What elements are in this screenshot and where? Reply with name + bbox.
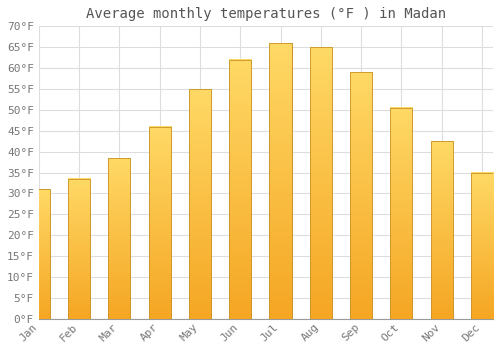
Bar: [471, 173, 493, 319]
Bar: [270, 43, 291, 319]
Bar: [108, 158, 130, 319]
Bar: [68, 179, 90, 319]
Bar: [430, 141, 453, 319]
Bar: [430, 141, 453, 319]
Bar: [28, 189, 50, 319]
Bar: [28, 189, 50, 319]
Bar: [148, 127, 171, 319]
Bar: [390, 108, 412, 319]
Bar: [189, 89, 211, 319]
Bar: [350, 72, 372, 319]
Bar: [270, 43, 291, 319]
Bar: [229, 60, 252, 319]
Bar: [310, 47, 332, 319]
Bar: [390, 108, 412, 319]
Bar: [189, 89, 211, 319]
Title: Average monthly temperatures (°F ) in Madan: Average monthly temperatures (°F ) in Ma…: [86, 7, 446, 21]
Bar: [310, 47, 332, 319]
Bar: [229, 60, 252, 319]
Bar: [471, 173, 493, 319]
Bar: [68, 179, 90, 319]
Bar: [350, 72, 372, 319]
Bar: [108, 158, 130, 319]
Bar: [148, 127, 171, 319]
